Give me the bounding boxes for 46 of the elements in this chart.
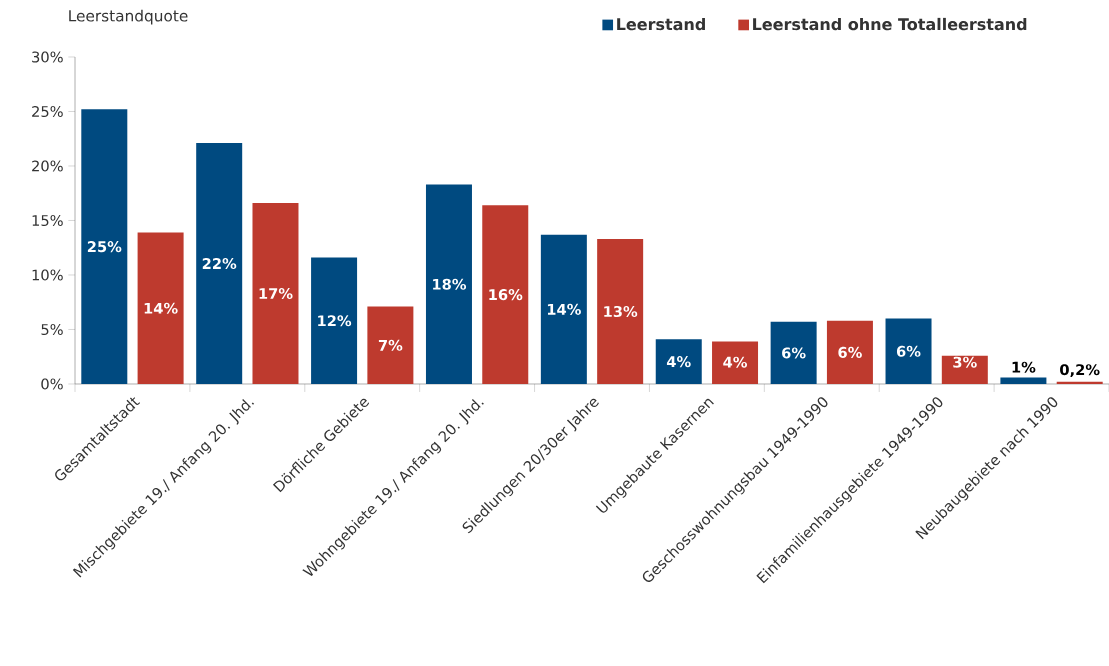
bar	[196, 143, 243, 384]
bar	[1000, 377, 1047, 384]
bar	[252, 203, 299, 384]
y-axis-title: Leerstandquote	[69, 9, 188, 25]
bar	[655, 339, 702, 384]
data-label: 6%	[896, 345, 921, 357]
y-tick-label: 5%	[41, 323, 63, 336]
bar	[941, 355, 988, 384]
bar	[367, 306, 414, 384]
data-label: 1%	[1012, 361, 1036, 373]
bar	[770, 321, 817, 384]
bar	[425, 184, 472, 384]
bar	[826, 320, 873, 384]
data-label: 22%	[202, 258, 237, 270]
y-tick-label: 15%	[32, 214, 63, 227]
y-tick-label: 25%	[32, 105, 63, 118]
y-tick-label: 10%	[32, 269, 63, 281]
data-label: 4%	[666, 356, 691, 368]
data-label: 6%	[782, 347, 806, 359]
bar	[81, 109, 128, 384]
data-label: 14%	[144, 302, 178, 314]
bar	[885, 318, 932, 384]
data-label: 25%	[87, 241, 122, 253]
data-label: 16%	[489, 289, 523, 301]
bar	[137, 232, 184, 384]
bar	[482, 205, 529, 384]
legend-label: Leerstand	[617, 17, 705, 31]
data-label: 4%	[723, 356, 748, 368]
data-label: 12%	[318, 315, 352, 327]
data-label: 18%	[433, 278, 467, 290]
y-tick-label: 0%	[41, 378, 63, 390]
bar	[712, 341, 759, 384]
data-label: 7%	[378, 339, 403, 351]
data-label: 17%	[259, 287, 293, 300]
bar	[597, 239, 644, 384]
data-label: 3%	[953, 356, 977, 368]
data-label: 0,2%	[1060, 364, 1100, 378]
data-label: 13%	[604, 305, 638, 318]
bar	[1056, 381, 1103, 384]
data-label: 14%	[547, 303, 581, 315]
bar	[311, 257, 358, 384]
bar	[540, 234, 587, 384]
legend-label: Leerstand ohne Totalleerstand	[753, 17, 1027, 31]
y-tick-label: 20%	[32, 160, 63, 172]
y-tick-label: 30%	[32, 51, 63, 63]
data-label: 6%	[838, 346, 862, 358]
